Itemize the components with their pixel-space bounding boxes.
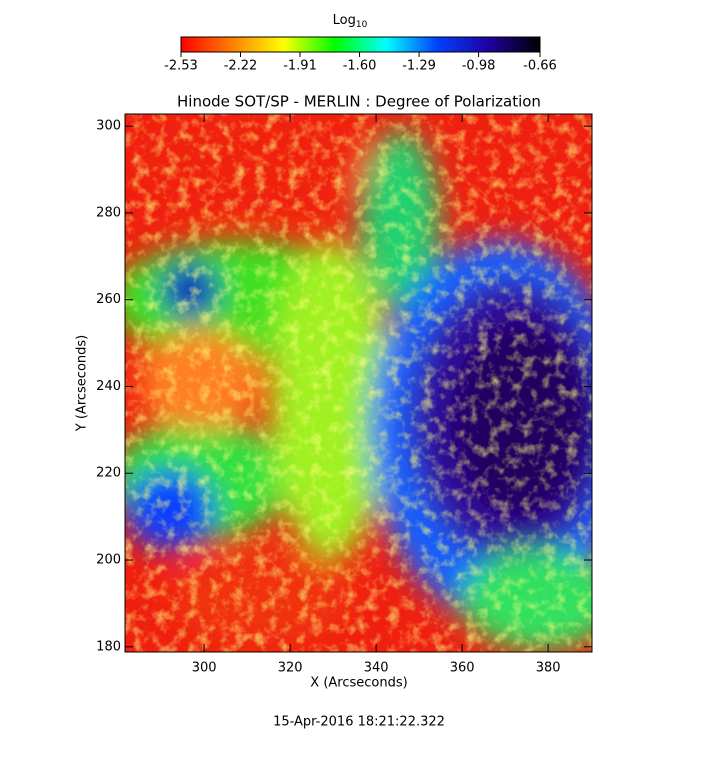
polarization-image — [125, 114, 592, 652]
colorbar-tick-label: -2.53 — [164, 59, 198, 74]
y-tick-label: 180 — [96, 639, 121, 654]
colorbar — [180, 36, 541, 53]
y-tick-label: 300 — [96, 119, 121, 134]
colorbar-tick-label: -1.29 — [402, 59, 436, 74]
y-tick-label: 220 — [96, 466, 121, 481]
x-tick-label: 380 — [536, 661, 561, 676]
plot-frame — [124, 113, 593, 653]
colorbar-tick-label: -1.91 — [283, 59, 317, 74]
y-tick-label: 260 — [96, 292, 121, 307]
y-tick-label: 200 — [96, 553, 121, 568]
y-axis-label: Y (Arcseconds) — [75, 335, 90, 432]
colorbar-tick-label: -0.98 — [462, 59, 496, 74]
x-tick-label: 300 — [192, 661, 217, 676]
colorbar-tick-label: -0.66 — [523, 59, 557, 74]
x-tick-label: 320 — [278, 661, 303, 676]
colorbar-label: Log10 — [333, 13, 368, 30]
colorbar-tick-label: -2.22 — [224, 59, 258, 74]
footer-date: 15-Apr-2016 18:21:22.322 — [273, 715, 445, 730]
x-axis-label: X (Arcseconds) — [310, 676, 407, 691]
y-tick-label: 240 — [96, 379, 121, 394]
colorbar-tick-label: -1.60 — [343, 59, 377, 74]
x-tick-label: 340 — [364, 661, 389, 676]
chart-title: Hinode SOT/SP - MERLIN : Degree of Polar… — [177, 93, 541, 111]
x-tick-label: 360 — [450, 661, 475, 676]
y-tick-label: 280 — [96, 205, 121, 220]
